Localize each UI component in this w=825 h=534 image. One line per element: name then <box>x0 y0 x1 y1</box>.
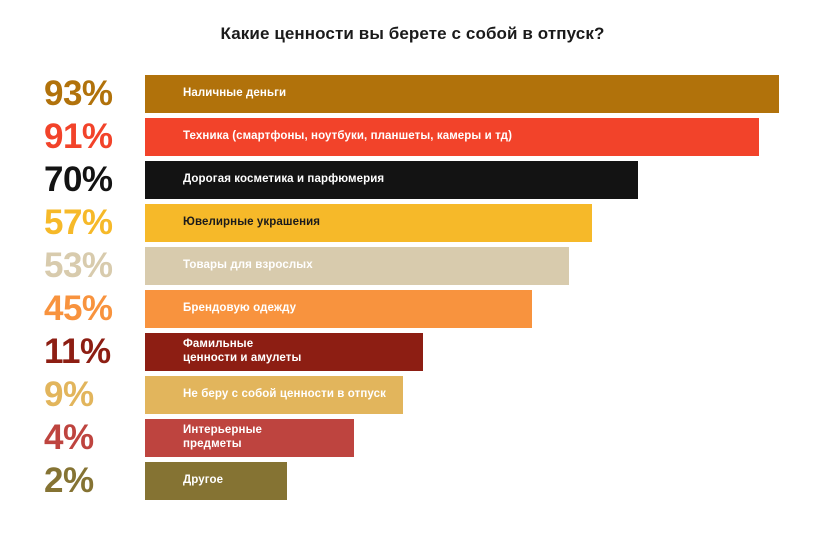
bar-label: Другое <box>183 474 224 487</box>
bar: Брендовую одежду <box>145 290 532 328</box>
chart-row: 91% Техника (смартфоны, ноутбуки, планше… <box>0 117 825 156</box>
bar: Товары для взрослых <box>145 247 569 285</box>
bar-label: Фамильные ценности и амулеты <box>183 338 302 364</box>
chart-row: 57% Ювелирные украшения <box>0 203 825 242</box>
percent-label: 57% <box>44 203 113 242</box>
chart-row: 11% Фамильные ценности и амулеты <box>0 332 825 371</box>
bar-chart: 93% Наличные деньги 91% Техника (смартфо… <box>0 74 825 505</box>
percent-label: 70% <box>44 160 113 199</box>
percent-label: 4% <box>44 418 94 457</box>
chart-row: 70% Дорогая косметика и парфюмерия <box>0 160 825 199</box>
bar: Другое <box>145 462 287 500</box>
chart-row: 9% Не беру с собой ценности в отпуск <box>0 375 825 414</box>
percent-label: 9% <box>44 375 94 414</box>
bar-label: Техника (смартфоны, ноутбуки, планшеты, … <box>183 130 513 143</box>
chart-row: 45% Брендовую одежду <box>0 289 825 328</box>
bar: Ювелирные украшения <box>145 204 592 242</box>
chart-row: 53% Товары для взрослых <box>0 246 825 285</box>
bar-label: Ювелирные украшения <box>183 216 321 229</box>
bar: Фамильные ценности и амулеты <box>145 333 423 371</box>
chart-row: 93% Наличные деньги <box>0 74 825 113</box>
bar: Не беру с собой ценности в отпуск <box>145 376 403 414</box>
bar-label: Не беру с собой ценности в отпуск <box>183 388 386 401</box>
bar: Наличные деньги <box>145 75 779 113</box>
percent-label: 93% <box>44 74 113 113</box>
bar-label: Дорогая косметика и парфюмерия <box>183 173 385 186</box>
bar-label: Брендовую одежду <box>183 302 297 315</box>
bar-label: Товары для взрослых <box>183 259 313 272</box>
percent-label: 53% <box>44 246 113 285</box>
bar-label: Интерьерные предметы <box>183 424 263 450</box>
bar-label: Наличные деньги <box>183 87 287 100</box>
percent-label: 11% <box>44 332 111 371</box>
percent-label: 45% <box>44 289 113 328</box>
bar: Дорогая косметика и парфюмерия <box>145 161 638 199</box>
percent-label: 2% <box>44 461 94 500</box>
chart-row: 4% Интерьерные предметы <box>0 418 825 457</box>
bar: Техника (смартфоны, ноутбуки, планшеты, … <box>145 118 759 156</box>
chart-title: Какие ценности вы берете с собой в отпус… <box>220 24 605 43</box>
percent-label: 91% <box>44 117 113 156</box>
bar: Интерьерные предметы <box>145 419 354 457</box>
chart-row: 2% Другое <box>0 461 825 500</box>
